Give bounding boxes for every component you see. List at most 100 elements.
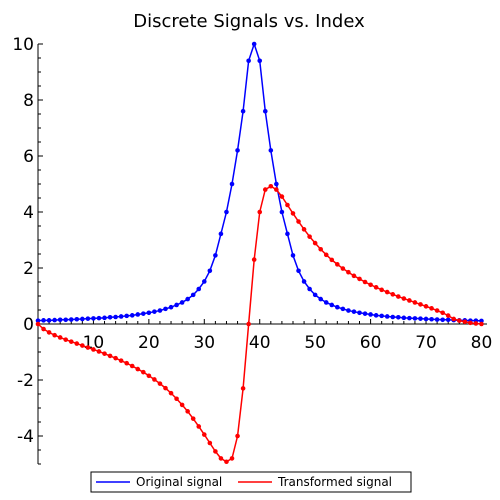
data-point <box>229 181 235 187</box>
data-point <box>301 227 307 232</box>
data-point <box>351 309 357 314</box>
x-tick-label: 60 <box>360 333 382 353</box>
data-point <box>107 353 113 359</box>
legend-label-original: Original signal <box>136 475 222 489</box>
x-tick-label: 30 <box>193 333 215 353</box>
data-point <box>207 440 213 446</box>
data-point <box>257 209 263 215</box>
data-point <box>368 312 373 317</box>
data-point <box>268 148 274 153</box>
data-point <box>246 321 251 327</box>
data-point <box>468 320 473 326</box>
data-point <box>312 240 318 246</box>
data-point <box>218 456 224 461</box>
data-point <box>129 363 135 369</box>
data-point <box>168 390 174 396</box>
data-point <box>362 311 368 316</box>
data-point <box>440 317 445 323</box>
data-point <box>440 310 445 316</box>
data-point <box>390 292 396 297</box>
data-point <box>296 219 301 224</box>
data-point <box>274 181 279 187</box>
data-point <box>91 316 96 321</box>
data-point <box>157 308 163 313</box>
data-point <box>141 311 146 316</box>
data-point <box>185 296 190 302</box>
data-point <box>323 300 329 305</box>
data-point <box>451 316 457 322</box>
data-point <box>146 310 152 316</box>
data-point <box>357 276 362 282</box>
data-point <box>346 308 351 313</box>
data-point <box>240 108 246 114</box>
series-layer <box>35 41 484 465</box>
data-point <box>124 313 129 319</box>
data-point <box>113 314 118 320</box>
data-point <box>340 306 346 312</box>
data-point <box>80 343 85 348</box>
data-point <box>190 416 196 421</box>
data-point <box>201 432 207 437</box>
data-point <box>384 314 390 319</box>
data-point <box>190 292 196 298</box>
data-point <box>52 317 57 323</box>
data-point <box>335 304 340 310</box>
data-point <box>384 289 390 295</box>
data-point <box>96 349 102 354</box>
data-point <box>57 317 63 323</box>
data-point <box>185 409 190 414</box>
data-point <box>307 286 312 292</box>
data-point <box>163 385 168 391</box>
data-point <box>445 317 451 323</box>
data-point <box>63 317 69 323</box>
data-point <box>418 316 423 321</box>
y-tick-label: 0 <box>23 315 34 335</box>
data-point <box>235 148 240 153</box>
data-point <box>246 58 251 64</box>
data-point <box>307 234 312 239</box>
data-point <box>262 108 268 114</box>
data-point <box>329 257 335 263</box>
legend-label-transformed: Transformed signal <box>277 475 392 489</box>
data-point <box>362 279 368 285</box>
data-point <box>35 321 41 327</box>
data-point <box>107 314 113 320</box>
data-point <box>74 316 80 322</box>
data-point <box>262 187 268 192</box>
data-point <box>434 317 440 322</box>
data-point <box>218 231 224 237</box>
data-point <box>390 314 396 320</box>
data-point <box>213 253 218 258</box>
data-point <box>290 211 296 216</box>
data-point <box>213 449 218 454</box>
y-tick-label: 4 <box>23 203 34 223</box>
data-point <box>41 326 46 332</box>
data-point <box>329 302 335 308</box>
data-point <box>434 308 440 313</box>
data-point <box>285 202 290 208</box>
data-point <box>57 335 63 340</box>
data-point <box>351 273 357 279</box>
data-point <box>207 268 213 274</box>
data-point <box>412 316 418 321</box>
data-point <box>257 58 263 64</box>
data-point <box>118 314 124 319</box>
data-point <box>274 187 279 192</box>
data-point <box>318 296 324 302</box>
data-point <box>346 269 351 275</box>
data-point <box>418 302 423 307</box>
data-point <box>407 298 412 303</box>
y-tick-label: -4 <box>17 427 34 447</box>
x-tick-label: 50 <box>304 333 326 353</box>
data-point <box>179 402 185 408</box>
series-line <box>37 41 482 322</box>
data-point <box>85 345 91 350</box>
data-point <box>41 318 46 323</box>
y-tick-label: -2 <box>17 371 34 391</box>
data-point <box>251 41 257 47</box>
data-point <box>124 360 129 366</box>
data-point <box>379 287 384 293</box>
data-point <box>251 257 257 262</box>
